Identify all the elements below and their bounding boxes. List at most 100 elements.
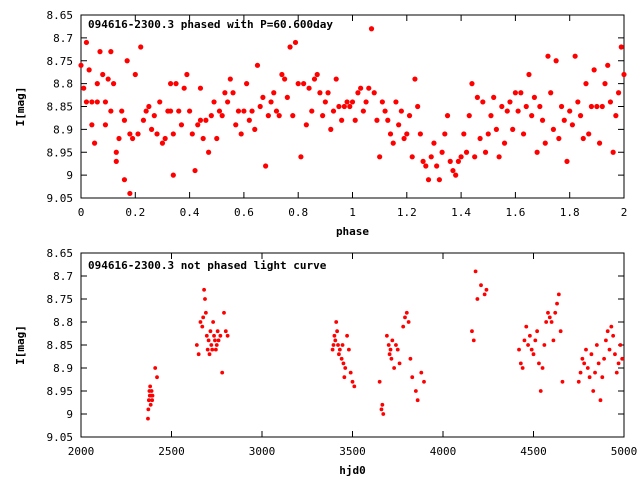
data-point [303, 122, 309, 128]
data-point [352, 384, 357, 389]
data-point [558, 329, 563, 334]
data-point [518, 90, 524, 96]
data-point [447, 158, 453, 164]
data-point [194, 343, 199, 347]
data-point [146, 103, 152, 110]
unphased-data-points [146, 269, 625, 421]
data-point [213, 347, 218, 352]
data-point [121, 117, 128, 123]
data-point [358, 85, 364, 91]
y-tick-label: 8.65 [47, 247, 74, 260]
y-tick-label: 8.95 [47, 146, 74, 159]
data-point [422, 379, 426, 384]
data-point [523, 103, 529, 110]
data-point [195, 122, 201, 128]
y-tick-label: 9.05 [47, 192, 74, 205]
data-point [406, 113, 413, 119]
data-point [504, 108, 510, 114]
data-point [328, 126, 334, 132]
data-point [155, 375, 159, 380]
x-tick-label: 1.2 [397, 206, 417, 219]
data-point [334, 320, 339, 324]
data-point [387, 352, 392, 357]
data-point [551, 338, 556, 343]
data-point [173, 81, 179, 87]
data-point [439, 149, 445, 155]
data-point [371, 90, 377, 96]
data-point [252, 126, 258, 132]
data-point [331, 343, 336, 347]
data-point [548, 90, 554, 96]
data-point [116, 135, 122, 142]
data-point [384, 333, 389, 338]
data-point [539, 117, 546, 123]
data-point [533, 338, 538, 343]
data-point [560, 379, 565, 384]
data-point [410, 375, 415, 380]
data-point [223, 329, 228, 334]
data-point [214, 135, 220, 142]
data-point [209, 343, 214, 347]
data-point [620, 356, 625, 361]
data-point [613, 352, 617, 357]
data-point [485, 131, 491, 137]
data-point [282, 76, 288, 82]
data-point [187, 108, 193, 114]
data-point [547, 315, 552, 320]
x-tick-label: 2500 [158, 445, 185, 458]
unphased-x-axis-label: hjd0 [339, 464, 366, 477]
data-point [471, 338, 476, 343]
data-point [295, 81, 301, 87]
y-tick-label: 8.8 [53, 316, 73, 329]
data-point [522, 338, 527, 343]
data-point [227, 76, 233, 82]
data-point [159, 140, 166, 146]
y-tick-label: 8.65 [47, 9, 74, 22]
data-point [477, 135, 483, 142]
data-point [596, 140, 603, 146]
data-point [420, 158, 426, 164]
data-point [398, 108, 404, 114]
y-tick-label: 9 [66, 408, 73, 421]
x-tick-label: 1.6 [505, 206, 525, 219]
data-point [526, 343, 530, 347]
data-point [470, 329, 474, 334]
data-point [491, 94, 497, 100]
x-tick-label: 4500 [520, 445, 547, 458]
data-point [382, 108, 388, 114]
x-tick-label: 0.2 [125, 206, 145, 219]
x-tick-label: 0.8 [288, 206, 308, 219]
data-point [83, 39, 90, 46]
data-point [621, 71, 627, 78]
data-point [330, 347, 335, 352]
data-point [377, 154, 383, 160]
x-tick-label: 1.8 [560, 206, 580, 219]
phased-y-axis: 8.65 8.7 8.75 8.8 8.85 8.9 8.95 9 9.05 [47, 9, 624, 205]
data-point [529, 113, 535, 119]
data-point [150, 398, 155, 403]
data-point [102, 122, 109, 128]
data-point [342, 375, 347, 380]
data-point [314, 71, 320, 78]
data-point [343, 366, 348, 370]
data-point [208, 113, 214, 119]
data-point [393, 99, 399, 105]
data-point [287, 44, 293, 50]
data-point [397, 361, 402, 366]
data-point [311, 76, 318, 82]
data-point [515, 108, 521, 114]
data-point [178, 122, 185, 128]
data-point [531, 94, 538, 100]
data-point [214, 343, 219, 347]
data-point [584, 347, 588, 352]
data-point [200, 324, 205, 329]
data-point [216, 338, 221, 343]
data-point [527, 333, 532, 338]
data-point [531, 352, 536, 357]
phased-light-curve-chart: 8.65 8.7 8.75 8.8 8.85 8.9 8.95 9 9.05 0 0.2 0.4 0.… [14, 9, 627, 238]
data-point [215, 329, 220, 334]
data-point [555, 301, 559, 306]
data-point [206, 149, 212, 155]
data-point [249, 108, 255, 114]
data-point [119, 108, 125, 114]
